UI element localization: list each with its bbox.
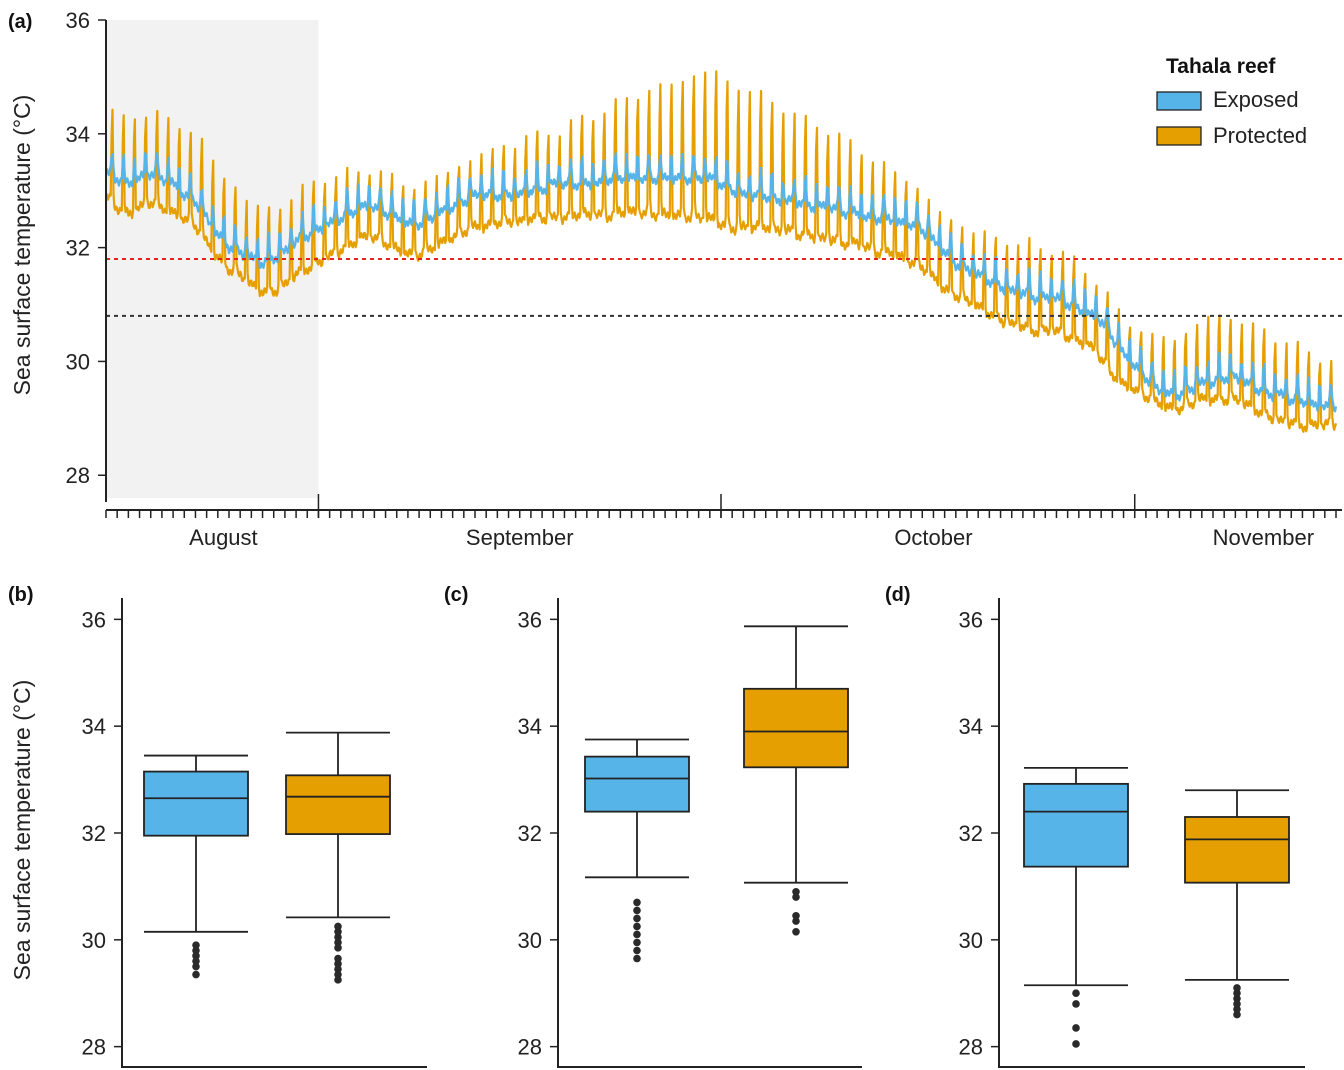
d-plot-area: 28 30 32 34 36: [959, 598, 1305, 1068]
outlier-point-exposed: [633, 898, 641, 907]
y-tick-label-a: 36: [66, 8, 90, 33]
outlier-point-exposed: [1072, 989, 1080, 998]
outlier-point-protected: [1233, 1005, 1241, 1014]
outlier-point-protected: [334, 922, 342, 931]
series-line-protected: [105, 70, 1338, 433]
panel-letter-d: (d): [885, 584, 911, 606]
outlier-point-protected: [792, 917, 800, 925]
outlier-point-protected: [1233, 994, 1241, 1003]
outlier-point-exposed: [633, 938, 641, 947]
threshold-lines: [106, 258, 1342, 317]
y-tick-label: 36: [518, 607, 542, 632]
outlier-point-protected: [792, 928, 800, 936]
legend-title: Tahala reef: [1166, 55, 1276, 78]
outlier-point-protected: [334, 970, 342, 979]
legend-label-protected: Protected: [1213, 123, 1307, 148]
box-protected: [285, 774, 391, 835]
outlier-point-exposed: [633, 922, 641, 931]
outlier-point-exposed: [192, 962, 200, 971]
y-axis-title-a: Sea surface temperature (°C): [9, 95, 35, 396]
outlier-point-exposed: [192, 957, 200, 965]
outlier-point-exposed: [192, 946, 200, 955]
y-axis-title-b: Sea surface temperature (°C): [9, 680, 35, 981]
outlier-point-protected: [334, 954, 342, 963]
outlier-point-exposed: [633, 946, 641, 955]
outlier-point-protected: [792, 911, 800, 920]
panel-letter-b: (b): [8, 584, 34, 606]
y-tick-label: 28: [82, 1035, 106, 1060]
x-month-label-a: November: [1213, 525, 1314, 550]
outlier-point-exposed: [1072, 1040, 1080, 1048]
panel-b-boxplot: (b) Sea surface temperature (°C) 28 30 32 3…: [8, 584, 427, 1068]
outlier-point-protected: [1233, 1000, 1241, 1008]
a-axes: 28 30 32 34 36 August September October November: [66, 8, 1342, 550]
y-tick-label: 30: [518, 928, 542, 953]
box-protected: [1184, 816, 1290, 884]
legend-label-exposed: Exposed: [1213, 87, 1299, 112]
y-tick-label: 32: [82, 821, 106, 846]
outlier-point-exposed: [192, 941, 200, 949]
y-tick-label: 34: [82, 714, 106, 739]
a-series-lines: [104, 70, 1338, 433]
outlier-point-protected: [1233, 989, 1241, 998]
box-exposed: [584, 755, 690, 813]
panel-c-boxplot: (c) 28 30 32 34 36: [444, 584, 862, 1068]
outlier-point-protected: [334, 928, 342, 936]
y-tick-label-a: 32: [66, 236, 90, 261]
box-exposed: [1023, 782, 1129, 868]
outlier-point-exposed: [633, 930, 641, 939]
outlier-point-protected: [334, 965, 342, 973]
outlier-point-protected: [1233, 1010, 1241, 1019]
x-month-label-a: September: [466, 525, 574, 550]
series-line-exposed: [104, 151, 1338, 413]
outlier-point-exposed: [633, 954, 641, 963]
y-tick-label-a: 30: [66, 349, 90, 374]
outlier-point-exposed: [1072, 1024, 1080, 1032]
outlier-point-protected: [792, 893, 800, 901]
y-tick-label-a: 34: [66, 122, 90, 147]
legend: Tahala reef Exposed Protected: [1156, 55, 1307, 148]
outlier-point-protected: [334, 960, 342, 968]
box-protected: [743, 687, 849, 769]
panel-a-timeseries: 28 30 32 34 36 August September October November…: [8, 8, 1342, 550]
y-tick-label: 28: [959, 1035, 983, 1060]
x-month-label-a: October: [894, 525, 972, 550]
y-tick-label: 36: [82, 607, 106, 632]
y-tick-label: 32: [518, 821, 542, 846]
outlier-point-protected: [334, 933, 342, 941]
outlier-point-protected: [334, 938, 342, 947]
c-plot-area: 28 30 32 34 36: [518, 598, 862, 1068]
outlier-point-exposed: [192, 952, 200, 960]
y-tick-label: 30: [959, 928, 983, 953]
box-exposed: [143, 770, 249, 837]
y-tick-label: 30: [82, 928, 106, 953]
x-month-label-a: August: [189, 525, 258, 550]
panel-d-boxplot: (d) 28 30 32 34 36: [885, 584, 1305, 1068]
y-tick-label: 34: [518, 714, 542, 739]
outlier-point-exposed: [633, 914, 641, 923]
y-tick-label: 32: [959, 821, 983, 846]
outlier-point-exposed: [633, 906, 641, 915]
b-plot-area: 28 30 32 34 36: [82, 598, 427, 1068]
legend-swatch-exposed: [1156, 91, 1202, 111]
y-tick-label: 34: [959, 714, 983, 739]
y-tick-label: 36: [959, 607, 983, 632]
panel-letter-a: (a): [8, 11, 32, 33]
y-tick-label-a: 28: [66, 463, 90, 488]
legend-swatch-protected: [1156, 126, 1202, 146]
outlier-point-protected: [1233, 984, 1241, 992]
outlier-point-protected: [334, 944, 342, 952]
outlier-point-protected: [334, 976, 342, 984]
panel-letter-c: (c): [444, 584, 468, 606]
outlier-point-exposed: [192, 970, 200, 979]
y-tick-label: 28: [518, 1035, 542, 1060]
outlier-point-exposed: [1072, 1000, 1080, 1008]
outlier-point-protected: [792, 887, 800, 896]
